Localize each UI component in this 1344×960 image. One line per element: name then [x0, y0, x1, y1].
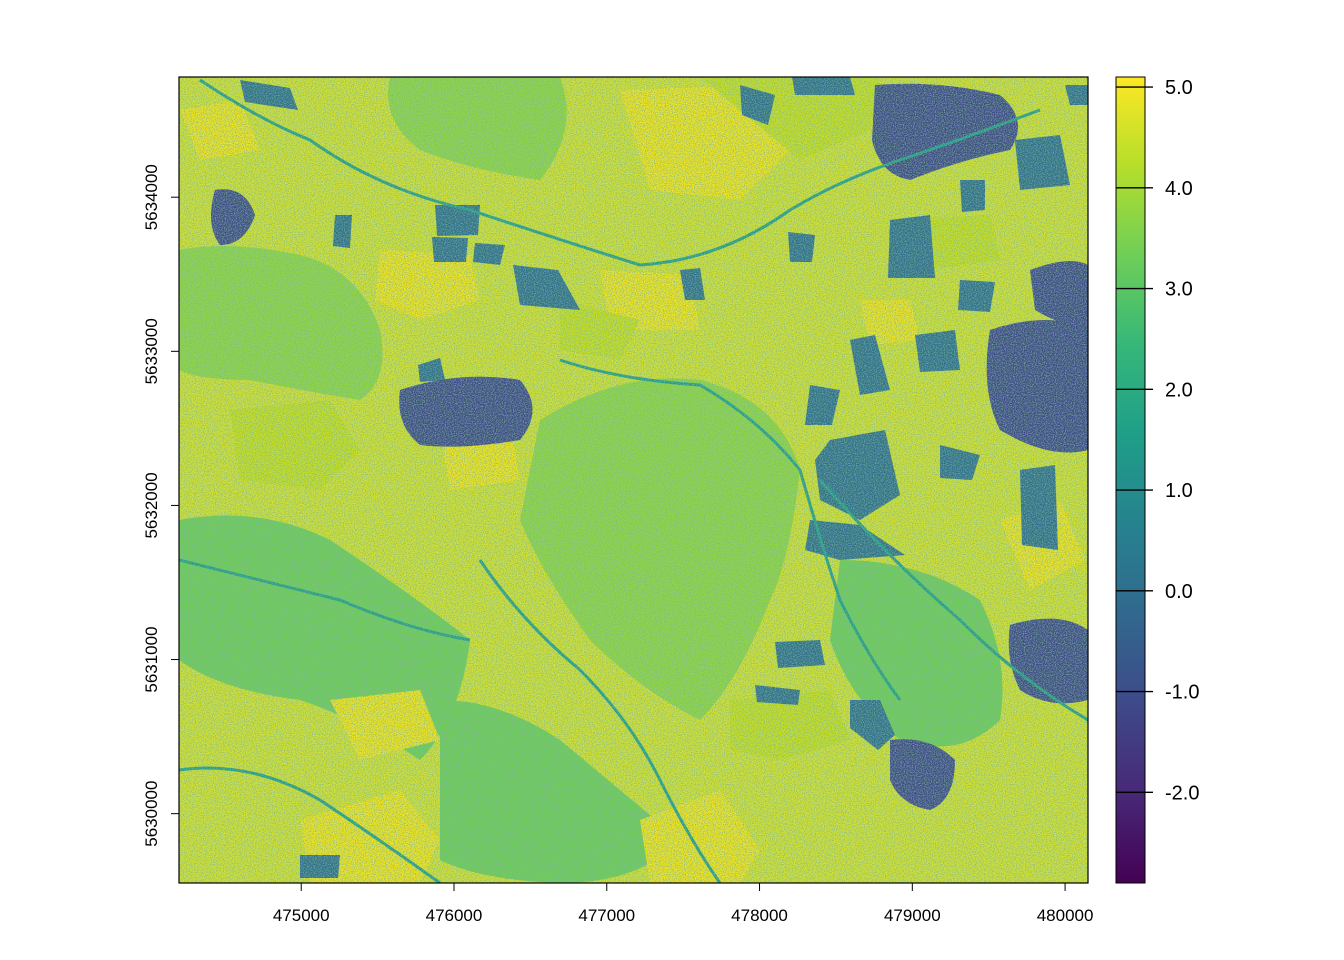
legend-tick-label: 5.0 — [1165, 77, 1193, 99]
x-tick-label: 479000 — [884, 906, 941, 925]
colorbar-frame — [1115, 76, 1146, 884]
x-axis: 475000 476000 477000 478000 479000 480000 — [273, 883, 1094, 925]
x-tick-label: 478000 — [731, 906, 788, 925]
y-tick-label: 5633000 — [142, 318, 161, 384]
raster-texture — [179, 77, 1088, 883]
y-tick-label: 5630000 — [142, 781, 161, 847]
color-legend: 5.0 4.0 3.0 2.0 1.0 0.0 -1.0 -2.0 — [1115, 76, 1199, 884]
legend-tick-label: 1.0 — [1165, 480, 1193, 502]
plot-frame — [178, 76, 1089, 884]
colorbar — [1116, 77, 1145, 883]
legend-tick-label: 0.0 — [1165, 581, 1193, 603]
colorbar-ticks: 5.0 4.0 3.0 2.0 1.0 0.0 -1.0 -2.0 — [1116, 77, 1199, 804]
legend-tick-label: -1.0 — [1165, 682, 1199, 704]
legend-tick-label: -2.0 — [1165, 782, 1199, 804]
legend-tick-label: 4.0 — [1165, 178, 1193, 200]
raster-image — [179, 77, 1088, 883]
legend-tick-label: 3.0 — [1165, 279, 1193, 301]
y-axis: 5630000 5631000 5632000 5633000 5634000 — [142, 164, 179, 847]
x-tick-label: 476000 — [426, 906, 483, 925]
y-tick-label: 5632000 — [142, 472, 161, 538]
y-tick-label: 5631000 — [142, 626, 161, 692]
x-tick-label: 480000 — [1037, 906, 1094, 925]
x-tick-label: 477000 — [578, 906, 635, 925]
legend-tick-label: 2.0 — [1165, 379, 1193, 401]
x-tick-label: 475000 — [273, 906, 330, 925]
y-tick-label: 5634000 — [142, 164, 161, 230]
